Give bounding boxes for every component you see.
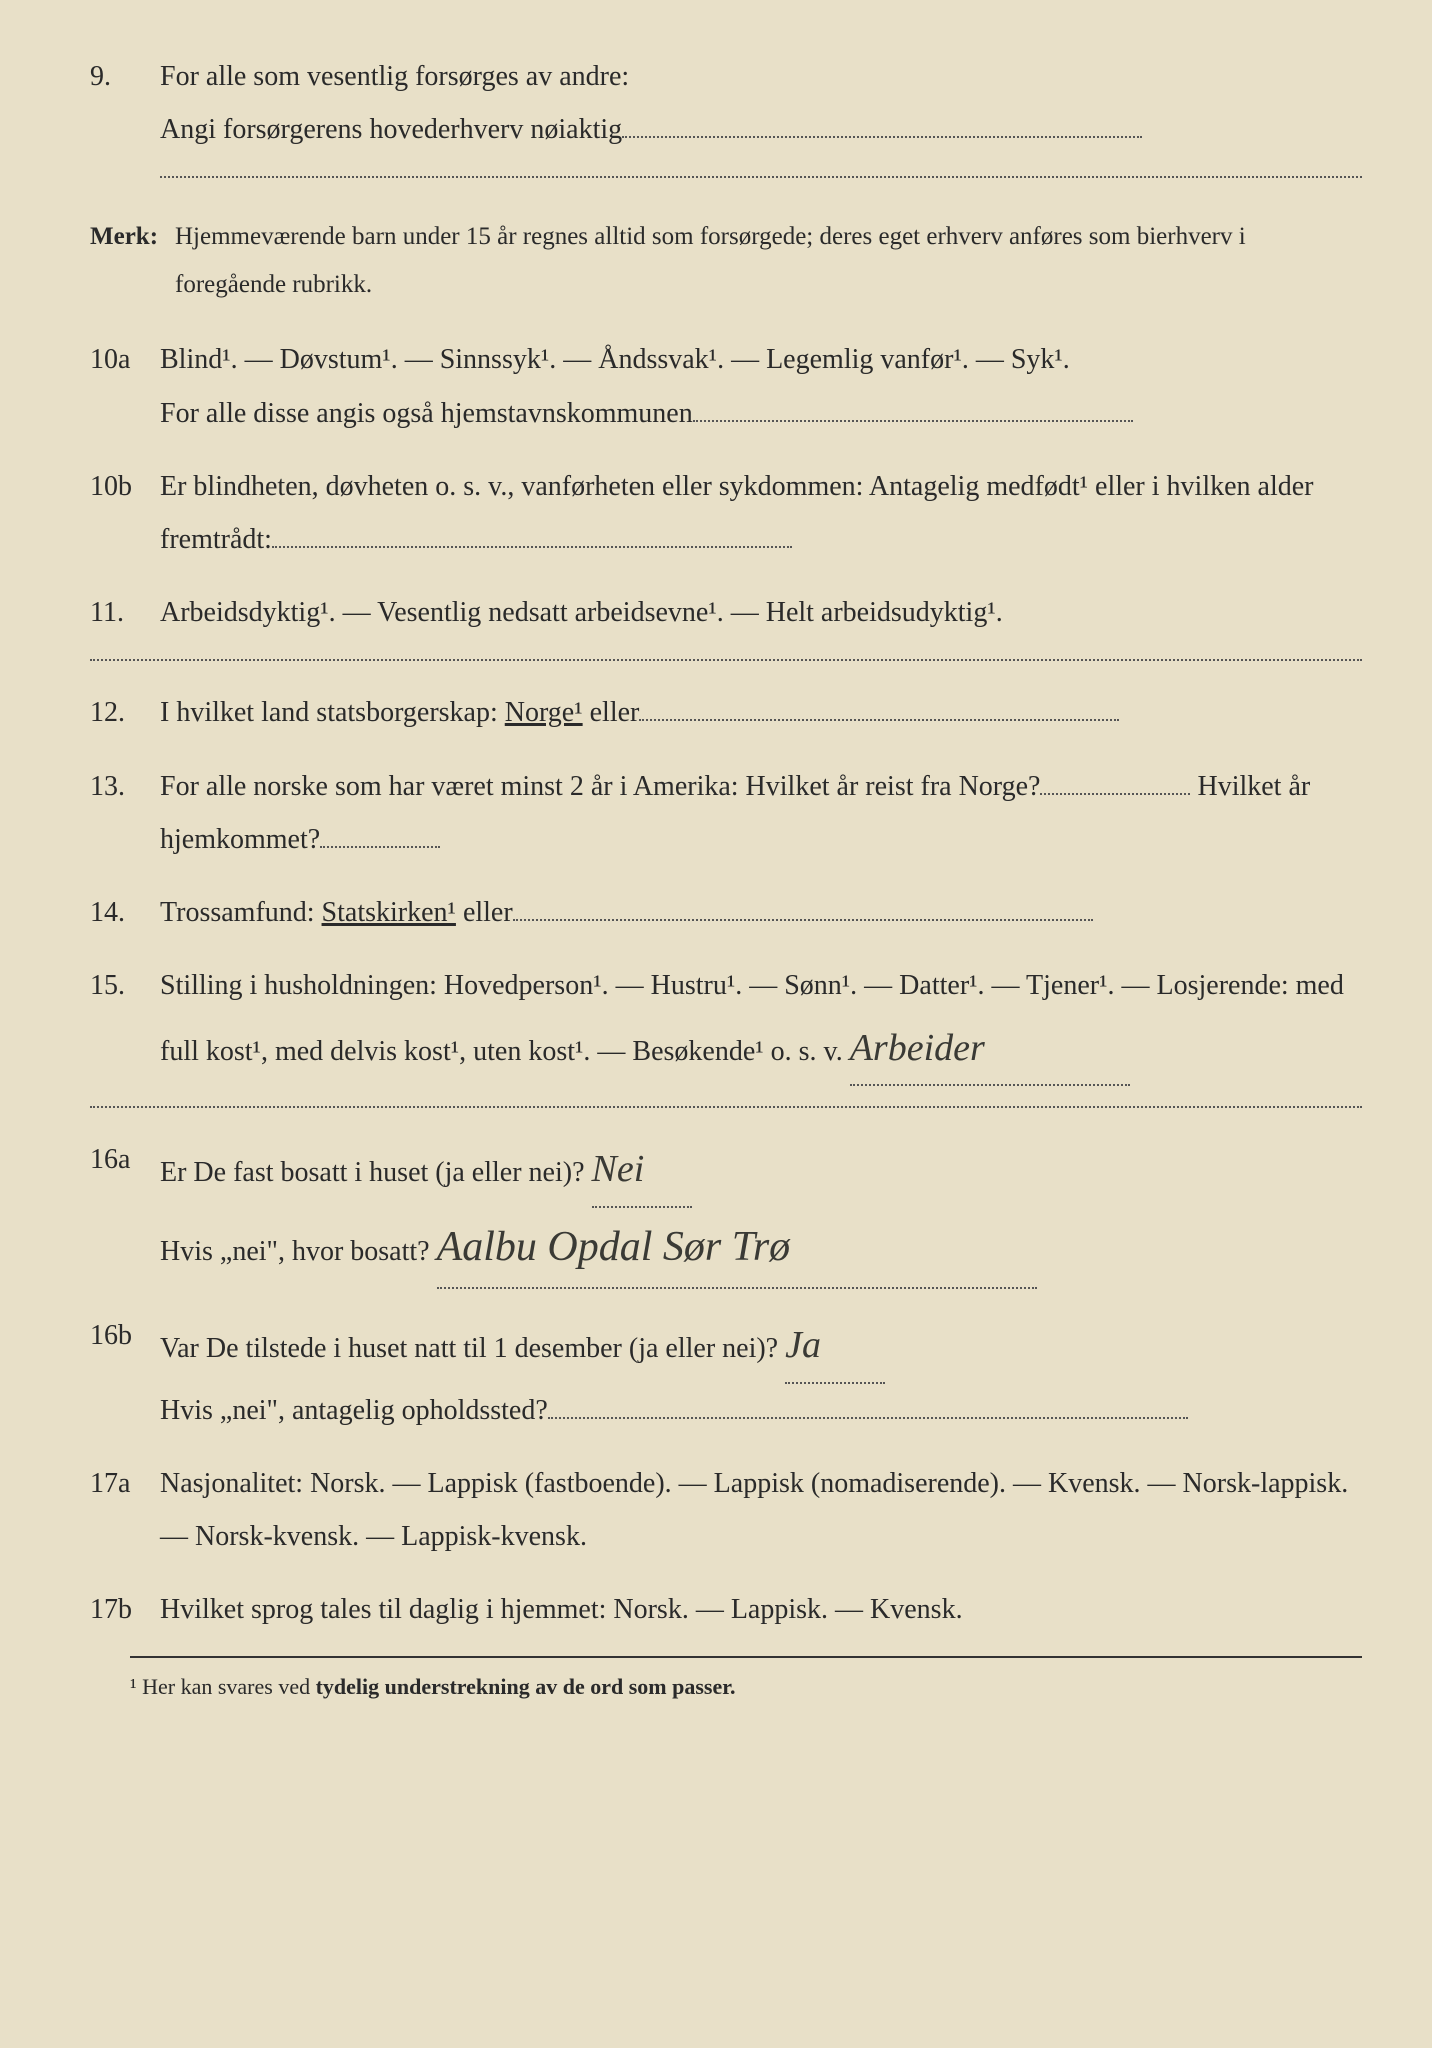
question-number: 14.: [90, 886, 160, 939]
blank-line[interactable]: [622, 136, 1142, 138]
question-14: 14. Trossamfund: Statskirken¹ eller: [90, 886, 1362, 939]
handwritten-answer[interactable]: Arbeider: [850, 1012, 1130, 1086]
handwritten-answer[interactable]: Ja: [785, 1309, 885, 1383]
blank-line[interactable]: [639, 719, 1119, 721]
note-merk: Merk: Hjemmeværende barn under 15 år reg…: [90, 213, 1362, 308]
question-17b: 17b Hvilket sprog tales til daglig i hje…: [90, 1583, 1362, 1636]
handwritten-answer[interactable]: Aalbu Opdal Sør Trø: [437, 1208, 1037, 1290]
footnote: ¹ Her kan svares ved tydelig understrekn…: [130, 1656, 1362, 1708]
question-10b: 10b Er blindheten, døvheten o. s. v., va…: [90, 460, 1362, 566]
question-text: eller: [590, 697, 640, 728]
question-15: 15. Stilling i husholdningen: Hovedperso…: [90, 959, 1362, 1086]
question-text: Hvis „nei", antagelig opholdssted?: [160, 1395, 548, 1426]
question-options: Nasjonalitet: Norsk. — Lappisk (fastboen…: [160, 1457, 1362, 1563]
question-9: 9. For alle som vesentlig forsørges av a…: [90, 50, 1362, 193]
question-number: 12.: [90, 686, 160, 739]
question-16a: 16a Er De fast bosatt i huset (ja eller …: [90, 1133, 1362, 1289]
question-options: Arbeidsdyktig¹. — Vesentlig nedsatt arbe…: [160, 586, 1362, 639]
question-options: Blind¹. — Døvstum¹. — Sinnssyk¹. — Åndss…: [160, 333, 1362, 386]
question-number: 17b: [90, 1583, 160, 1636]
option-underlined: Statskirken¹: [322, 897, 456, 928]
blank-line[interactable]: [1040, 793, 1190, 795]
question-text: Hvis „nei", hvor bosatt?: [160, 1236, 430, 1267]
handwritten-answer[interactable]: Nei: [592, 1133, 692, 1207]
footnote-text: Her kan svares ved: [142, 1674, 316, 1699]
question-text: For alle norske som har været minst 2 år…: [160, 771, 1040, 802]
question-text: For alle som vesentlig forsørges av andr…: [160, 50, 1362, 103]
question-options: Hvilket sprog tales til daglig i hjemmet…: [160, 1583, 1362, 1636]
question-text: Er blindheten, døvheten o. s. v., vanfør…: [160, 471, 1313, 555]
question-text: Trossamfund:: [160, 897, 315, 928]
question-text: Er De fast bosatt i huset (ja eller nei)…: [160, 1157, 585, 1188]
question-text: I hvilket land statsborgerskap:: [160, 697, 498, 728]
question-number: 11.: [90, 586, 160, 639]
question-12: 12. I hvilket land statsborgerskap: Norg…: [90, 686, 1362, 739]
question-number: 17a: [90, 1457, 160, 1563]
question-16b: 16b Var De tilstede i huset natt til 1 d…: [90, 1309, 1362, 1436]
blank-line[interactable]: [513, 919, 1093, 921]
question-number: 13.: [90, 760, 160, 866]
question-number: 16b: [90, 1309, 160, 1436]
question-number: 9.: [90, 50, 160, 193]
blank-line[interactable]: [320, 846, 440, 848]
question-number: 15.: [90, 959, 160, 1086]
note-text: Hjemmeværende barn under 15 år regnes al…: [175, 213, 1362, 308]
separator-line: [90, 1106, 1362, 1108]
question-number: 10a: [90, 333, 160, 439]
blank-line[interactable]: [272, 546, 792, 548]
question-number: 16a: [90, 1133, 160, 1289]
question-number: 10b: [90, 460, 160, 566]
question-text: eller: [463, 897, 513, 928]
question-10a: 10a Blind¹. — Døvstum¹. — Sinnssyk¹. — Å…: [90, 333, 1362, 439]
blank-line[interactable]: [548, 1417, 1188, 1419]
question-17a: 17a Nasjonalitet: Norsk. — Lappisk (fast…: [90, 1457, 1362, 1563]
note-label: Merk:: [90, 213, 175, 308]
question-text: Angi forsørgerens hovederhverv nøiaktig: [160, 114, 622, 145]
blank-line[interactable]: [160, 156, 1362, 178]
footnote-bold: tydelig understrekning av de ord som pas…: [316, 1674, 736, 1699]
blank-line[interactable]: [693, 420, 1133, 422]
option-underlined: Norge¹: [505, 697, 583, 728]
census-form-page: 9. For alle som vesentlig forsørges av a…: [0, 0, 1432, 1738]
question-text: Var De tilstede i huset natt til 1 desem…: [160, 1333, 778, 1364]
question-13: 13. For alle norske som har været minst …: [90, 760, 1362, 866]
question-11: 11. Arbeidsdyktig¹. — Vesentlig nedsatt …: [90, 586, 1362, 639]
question-options: Stilling i husholdningen: Hovedperson¹. …: [160, 970, 1344, 1067]
separator-line: [90, 659, 1362, 661]
question-text: For alle disse angis også hjemstavnskomm…: [160, 398, 693, 429]
footnote-marker: ¹: [130, 1674, 137, 1699]
